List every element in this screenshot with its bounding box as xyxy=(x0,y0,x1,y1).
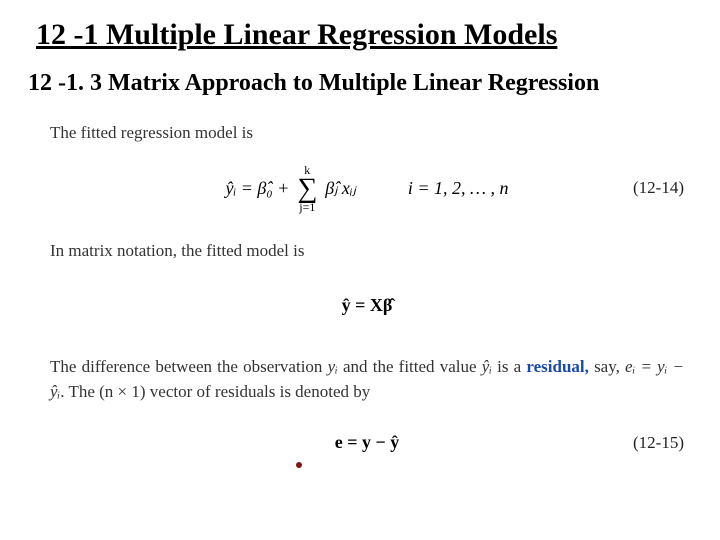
p3-yi: yᵢ xyxy=(328,357,338,376)
eq1-number: (12-14) xyxy=(633,178,684,198)
p3-say: say, xyxy=(589,357,625,376)
content-block: The fitted regression model is ŷᵢ = β̂₀ … xyxy=(28,121,692,467)
p3-yhat: ŷᵢ xyxy=(482,357,492,376)
p3-pre: The difference between the observation xyxy=(50,357,328,376)
equation-matrix-fitted: ŷ = Xβ̂ xyxy=(50,281,684,329)
intro-para-2: In matrix notation, the fitted model is xyxy=(50,239,684,264)
section-title: 12 -1. 3 Matrix Approach to Multiple Lin… xyxy=(28,70,692,97)
eq1-lhs: ŷᵢ = β̂₀ + xyxy=(225,178,289,199)
page-title: 12 -1 Multiple Linear Regression Models xyxy=(28,18,692,52)
eq1-rhs: β̂ⱼ xᵢⱼ xyxy=(325,178,356,199)
equation-12-14: ŷᵢ = β̂₀ + k ∑ j=1 β̂ⱼ xᵢⱼ i = 1, 2, … ,… xyxy=(50,164,684,213)
equation-12-15: e = y − ŷ (12-15) xyxy=(50,419,684,467)
eq1-expression: ŷᵢ = β̂₀ + k ∑ j=1 β̂ⱼ xᵢⱼ i = 1, 2, … ,… xyxy=(225,164,508,213)
p3-mid1: and the fitted value xyxy=(338,357,482,376)
pointer-dot-icon xyxy=(296,462,302,468)
eq3-number: (12-15) xyxy=(633,433,684,453)
eq1-condition: i = 1, 2, … , n xyxy=(408,178,509,199)
sum-lower: j=1 xyxy=(299,201,315,213)
eq2-expression: ŷ = Xβ̂ xyxy=(342,295,393,316)
residual-para: The difference between the observation y… xyxy=(50,355,684,404)
p3-mid2: is a xyxy=(492,357,526,376)
sigma-icon: ∑ xyxy=(297,176,317,201)
eq3-expression: e = y − ŷ xyxy=(335,432,400,453)
residual-keyword: residual, xyxy=(526,357,589,376)
summation-symbol: k ∑ j=1 xyxy=(297,164,317,213)
p3-post: . The (n × 1) vector of residuals is den… xyxy=(60,382,370,401)
intro-para-1: The fitted regression model is xyxy=(50,121,684,146)
